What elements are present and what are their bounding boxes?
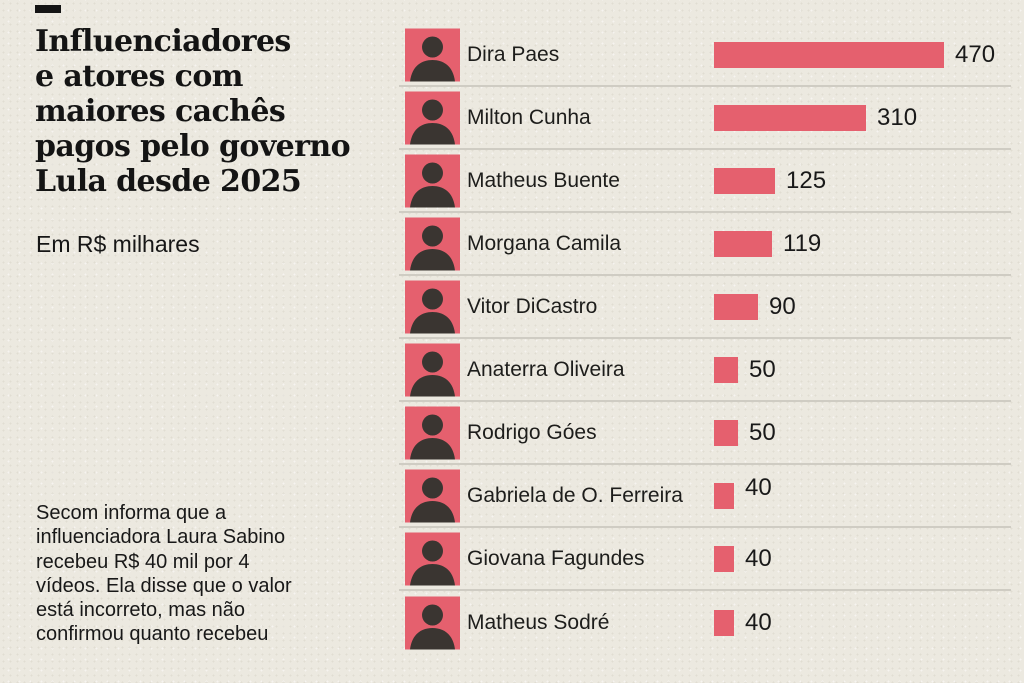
person-row: Dira Paes 470 [399, 24, 1011, 87]
value-bar [714, 41, 944, 68]
person-name: Milton Cunha [467, 105, 591, 129]
value-bar [714, 482, 734, 509]
person-photo-avatar [405, 596, 460, 649]
chart-subtitle: Em R$ milhares [36, 231, 200, 257]
value-label: 90 [769, 292, 796, 320]
person-photo-avatar [405, 91, 460, 144]
value-bar [714, 545, 734, 572]
title-dash-mark [35, 5, 61, 13]
value-label: 40 [745, 473, 772, 501]
person-silhouette-icon [410, 604, 455, 649]
value-bar [714, 104, 866, 131]
person-silhouette-icon [410, 99, 455, 144]
chart-title: Influenciadores e atores com maiores cac… [35, 24, 351, 199]
person-row: Vitor DiCastro 90 [399, 276, 1011, 339]
person-silhouette-icon [410, 540, 455, 585]
person-row: Morgana Camila 119 [399, 213, 1011, 276]
person-name: Rodrigo Góes [467, 420, 597, 444]
person-row: Anaterra Oliveira 50 [399, 339, 1011, 402]
person-photo-avatar [405, 280, 460, 333]
person-row: Matheus Buente 125 [399, 150, 1011, 213]
value-bar [714, 230, 772, 257]
person-photo-avatar [405, 28, 460, 81]
value-label: 50 [749, 355, 776, 383]
person-name: Matheus Sodré [467, 610, 610, 634]
person-name: Dira Paes [467, 42, 560, 66]
bar-list: Dira Paes 470 Milton Cunha 310 Matheus B… [399, 24, 1011, 654]
person-row: Rodrigo Góes 50 [399, 402, 1011, 465]
person-silhouette-icon [410, 477, 455, 522]
value-bar [714, 419, 738, 446]
person-name: Morgana Camila [467, 231, 622, 255]
person-photo-avatar [405, 217, 460, 270]
person-silhouette-icon [410, 36, 455, 81]
value-bar [714, 609, 734, 636]
person-name: Vitor DiCastro [467, 294, 598, 318]
value-label: 119 [783, 229, 822, 257]
person-row: Matheus Sodré 40 [399, 591, 1011, 654]
person-photo-avatar [405, 532, 460, 585]
value-label: 125 [786, 166, 827, 194]
person-silhouette-icon [410, 225, 455, 270]
person-silhouette-icon [410, 288, 455, 333]
person-photo-avatar [405, 469, 460, 522]
value-label: 470 [955, 40, 996, 68]
value-label: 50 [749, 418, 776, 446]
person-name: Giovana Fagundes [467, 546, 645, 570]
value-label: 310 [877, 103, 918, 131]
chart-footnote: Secom informa que a influenciadora Laura… [36, 502, 292, 646]
person-row: Gabriela de O. Ferreira 40 [399, 465, 1011, 528]
person-name: Matheus Buente [467, 168, 620, 192]
person-name: Anaterra Oliveira [467, 357, 625, 381]
person-row: Giovana Fagundes 40 [399, 528, 1011, 591]
value-bar [714, 167, 775, 194]
person-name: Gabriela de O. Ferreira [467, 483, 683, 507]
person-silhouette-icon [410, 414, 455, 459]
person-photo-avatar [405, 154, 460, 207]
value-label: 40 [745, 544, 772, 572]
person-photo-avatar [405, 406, 460, 459]
person-silhouette-icon [410, 351, 455, 396]
person-photo-avatar [405, 343, 460, 396]
value-bar [714, 356, 738, 383]
person-silhouette-icon [410, 162, 455, 207]
value-bar [714, 293, 758, 320]
person-row: Milton Cunha 310 [399, 87, 1011, 150]
value-label: 40 [745, 608, 772, 636]
